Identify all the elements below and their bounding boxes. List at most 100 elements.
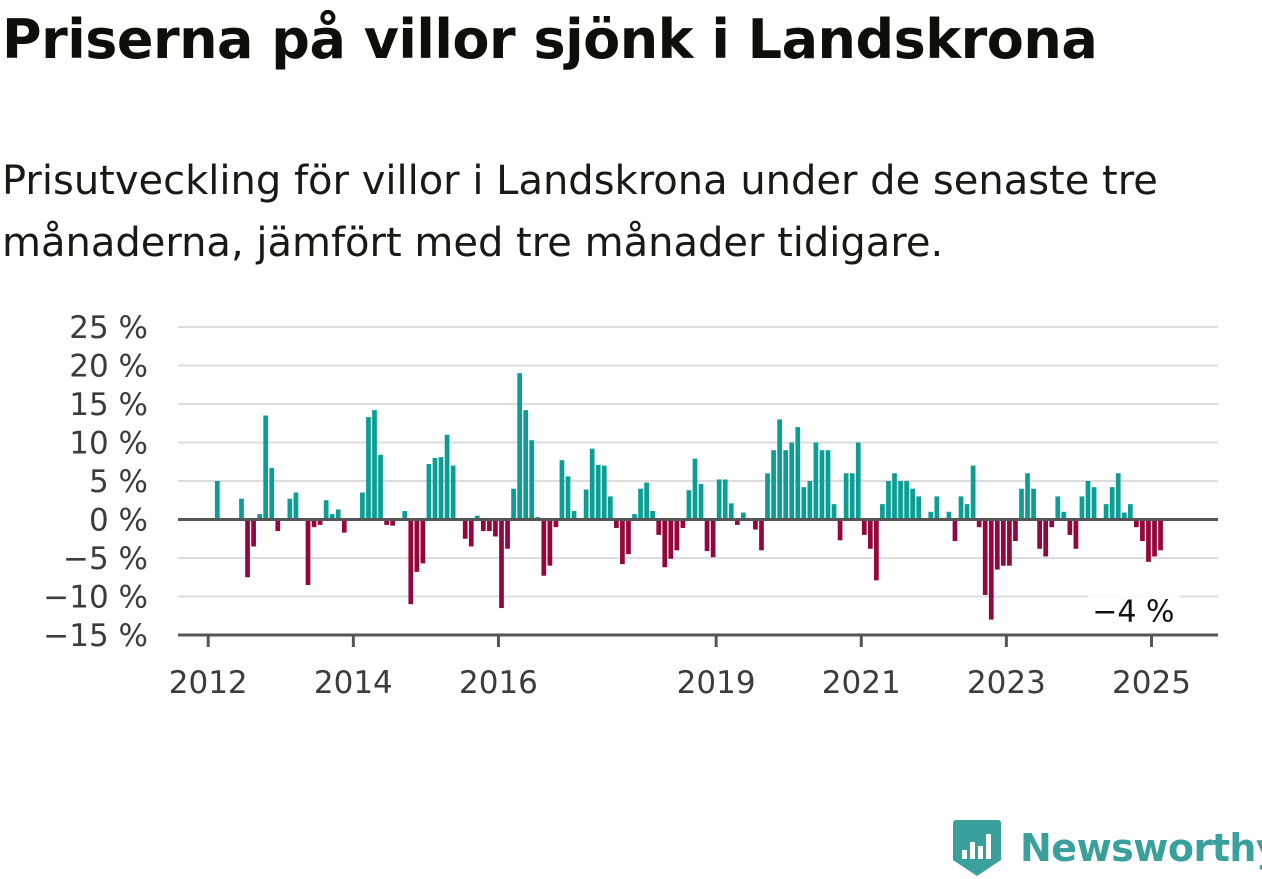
bar xyxy=(928,511,934,520)
bar xyxy=(444,434,450,520)
bar xyxy=(1061,511,1067,520)
bar xyxy=(916,496,922,520)
bar xyxy=(988,519,994,620)
bar xyxy=(1146,519,1151,562)
bar xyxy=(728,503,734,520)
x-tick-label: 2014 xyxy=(314,665,393,701)
bar-chart: 25 %20 %15 %10 %5 %0 %−5 %−10 %−15 % 201… xyxy=(43,310,1218,701)
y-tick-label: 25 % xyxy=(69,310,148,346)
bar xyxy=(692,458,698,520)
bar xyxy=(740,512,746,520)
bar xyxy=(595,464,601,520)
bar xyxy=(855,442,861,520)
bar xyxy=(583,489,589,520)
bar xyxy=(656,519,662,535)
bar xyxy=(771,450,776,520)
y-tick-label: 5 % xyxy=(89,464,148,500)
bar xyxy=(765,473,770,520)
bar xyxy=(547,519,553,566)
bar xyxy=(620,519,625,565)
bar xyxy=(849,473,855,520)
bar xyxy=(414,519,420,572)
bar xyxy=(480,519,486,532)
bar xyxy=(420,519,426,564)
bar xyxy=(505,519,510,549)
bar xyxy=(898,481,903,520)
bar xyxy=(541,519,547,576)
bar xyxy=(674,519,680,551)
bar xyxy=(886,481,891,520)
bar xyxy=(1103,504,1109,520)
bar xyxy=(819,450,825,520)
bar xyxy=(813,442,819,520)
bar xyxy=(523,410,529,520)
bar xyxy=(710,519,716,558)
bar xyxy=(263,415,269,520)
bar xyxy=(934,496,940,520)
bar xyxy=(360,492,365,520)
bar xyxy=(378,454,383,520)
bar xyxy=(214,481,220,520)
bar xyxy=(1067,519,1073,535)
bar xyxy=(1091,487,1097,520)
bar xyxy=(704,519,710,552)
bar xyxy=(517,373,522,520)
bar xyxy=(662,519,668,568)
bar xyxy=(239,498,244,520)
x-tick-label: 2025 xyxy=(1112,665,1191,701)
bar xyxy=(777,419,782,520)
end-label-background xyxy=(1086,591,1181,632)
bar xyxy=(553,519,559,528)
y-axis-ticks: 25 %20 %15 %10 %5 %0 %−5 %−10 %−15 % xyxy=(43,310,148,654)
chart-subtitle: Prisutveckling för villor i Landskrona u… xyxy=(2,158,1158,266)
bar xyxy=(341,519,347,533)
bar-chart-logo-icon xyxy=(953,820,1001,876)
x-axis: 2012 2014 2016 2019 2021 2023 2025 xyxy=(169,633,1218,701)
end-label-group: −4 % xyxy=(1086,591,1181,632)
bar xyxy=(1152,519,1157,557)
bar xyxy=(952,519,958,542)
bar xyxy=(759,519,764,551)
bar xyxy=(335,509,341,520)
bar xyxy=(366,417,371,520)
bar xyxy=(474,515,480,520)
chart-title: Priserna på villor sjönk i Landskrona xyxy=(2,8,1098,71)
y-tick-label: 10 % xyxy=(69,426,148,462)
bar xyxy=(468,519,474,547)
bar xyxy=(880,504,885,520)
bar xyxy=(946,511,952,520)
bar xyxy=(493,519,498,537)
x-tick-label: 2012 xyxy=(169,665,248,701)
bar xyxy=(650,511,656,520)
bar xyxy=(831,504,837,520)
bar xyxy=(734,519,740,525)
bar xyxy=(668,519,674,559)
bar xyxy=(1134,519,1139,528)
bar xyxy=(632,514,637,520)
y-tick-label: −10 % xyxy=(43,580,148,616)
bar xyxy=(686,490,692,520)
end-label: −4 % xyxy=(1092,594,1174,629)
bar xyxy=(323,500,329,520)
bar xyxy=(589,448,595,520)
bar xyxy=(269,467,275,520)
bar xyxy=(559,460,565,520)
bar xyxy=(626,519,631,555)
y-tick-label: −5 % xyxy=(63,541,148,577)
bar xyxy=(638,488,643,520)
bar xyxy=(982,519,988,595)
bar xyxy=(499,519,504,609)
bar xyxy=(1140,519,1145,542)
bar xyxy=(976,519,982,528)
bar xyxy=(1037,519,1042,549)
bar xyxy=(825,450,831,520)
bar xyxy=(861,519,867,535)
bar xyxy=(867,519,873,549)
bar xyxy=(1109,487,1115,520)
bar xyxy=(698,484,704,520)
bar xyxy=(680,519,686,528)
bar xyxy=(1115,473,1121,520)
bar xyxy=(426,464,432,520)
bar xyxy=(329,514,335,520)
bar xyxy=(722,479,728,520)
